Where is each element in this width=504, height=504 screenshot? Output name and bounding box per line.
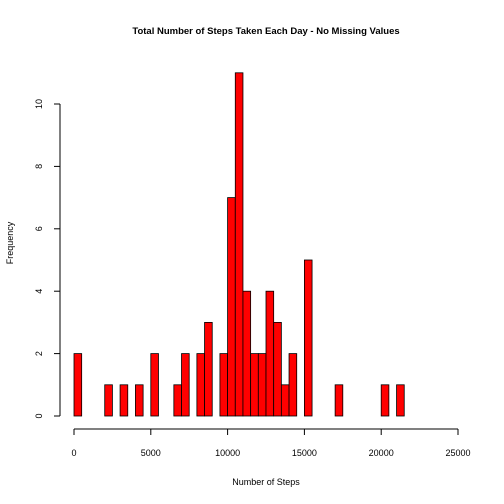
histogram-bar	[173, 384, 182, 417]
y-axis: 0 2 4 6 8 10	[34, 99, 61, 419]
histogram-bar	[227, 197, 236, 417]
histogram-bar	[196, 353, 205, 417]
y-tick-label: 8	[34, 164, 44, 169]
histogram-bar	[104, 384, 113, 417]
y-axis-label: Frequency	[5, 221, 15, 264]
histogram-bar	[250, 353, 259, 417]
histogram-bar	[303, 259, 313, 417]
histogram-bar	[280, 384, 290, 417]
histogram-bar	[181, 353, 190, 417]
x-tick-label: 10000	[215, 448, 240, 458]
histogram-bar	[219, 353, 228, 417]
histogram-bar	[119, 384, 129, 417]
histogram-bar	[204, 321, 213, 417]
histogram-bar	[242, 290, 252, 417]
x-axis-label: Number of Steps	[232, 477, 300, 487]
y-tick-label: 10	[34, 99, 44, 109]
histogram-bar	[273, 321, 282, 417]
histogram-bar	[73, 353, 83, 417]
histogram-bar	[380, 384, 390, 417]
x-tick-label: 5000	[141, 448, 161, 458]
y-tick-label: 4	[34, 289, 44, 294]
histogram-bar	[150, 353, 159, 417]
y-tick-label: 2	[34, 351, 44, 356]
histogram-bar	[265, 290, 275, 417]
y-tick-label: 6	[34, 226, 44, 231]
histogram-bar	[135, 384, 144, 417]
histogram-bar	[334, 384, 344, 417]
bars-group	[73, 72, 405, 417]
x-tick-label: 15000	[292, 448, 317, 458]
x-tick-label: 0	[71, 448, 76, 458]
histogram-bar	[257, 353, 267, 417]
x-tick-label: 20000	[369, 448, 394, 458]
histogram-bar	[396, 384, 405, 417]
x-axis: 0 5000 10000 15000 20000 25000	[71, 428, 471, 458]
chart-title: Total Number of Steps Taken Each Day - N…	[132, 26, 399, 37]
histogram-bar	[234, 72, 244, 417]
histogram-bar	[288, 353, 298, 417]
y-tick-label: 0	[34, 413, 44, 418]
x-tick-label: 25000	[445, 448, 470, 458]
